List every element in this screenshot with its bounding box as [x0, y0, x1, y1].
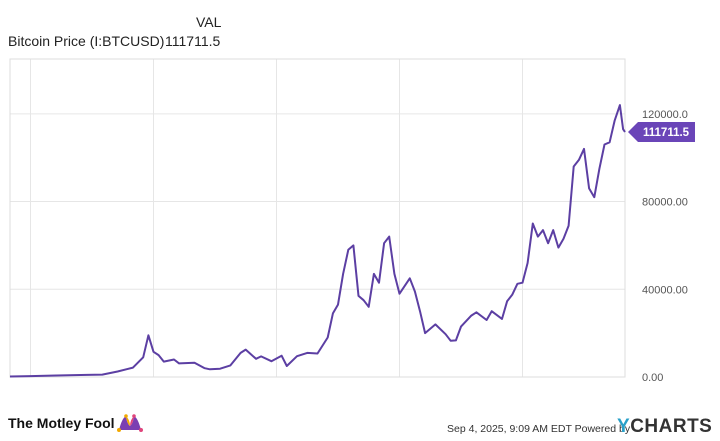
plot-area-frame [9, 58, 626, 378]
price-chart[interactable]: 0.00 40000.00 80000.00 120000.0 2016 2018 202… [0, 55, 720, 388]
legend-series-name[interactable]: Bitcoin Price (I:BTCUSD) [8, 33, 165, 49]
series-line[interactable] [9, 104, 626, 378]
y-tick-label: 40000.00 [642, 284, 688, 296]
y-tick-label: 120000.0 [642, 109, 688, 121]
x-tick-label: 2020 [264, 387, 288, 388]
x-tick-label: 2024 [510, 387, 534, 388]
legend-column-header: VAL [196, 14, 222, 30]
jester-hat-icon [116, 414, 143, 432]
timestamp: Sep 4, 2025, 9:09 AM EDT Powered by [447, 423, 631, 435]
x-tick-label: 2016 [18, 387, 42, 388]
footer: The Motley Fool Sep 4, 2025, 9:09 AM EDT… [0, 408, 720, 441]
x-tick-label: 2018 [141, 387, 165, 388]
y-tick-label: 0.00 [642, 372, 663, 384]
ycharts-logo-prefix: Y [617, 416, 631, 437]
y-axis-ticks: 0.00 40000.00 80000.00 120000.0 [642, 109, 688, 384]
x-axis-ticks: 2016 2018 2020 2022 2024 [18, 387, 534, 388]
last-value-tag: 111711.5 [628, 122, 695, 143]
y-tick-label: 80000.00 [642, 197, 688, 209]
series-layer [9, 104, 626, 378]
last-value-tag-shape [628, 122, 695, 143]
x-tick-label: 2022 [387, 387, 411, 388]
ycharts-logo-suffix: CHARTS [630, 416, 713, 437]
legend-series-value: 111711.5 [165, 33, 221, 49]
grid-lines [10, 59, 625, 378]
last-value-label: 111711.5 [643, 127, 690, 139]
motley-fool-logo[interactable]: The Motley Fool [8, 410, 143, 436]
ycharts-logo[interactable]: YCHARTS [617, 416, 712, 438]
motley-fool-brand-text: The Motley Fool [8, 415, 115, 431]
